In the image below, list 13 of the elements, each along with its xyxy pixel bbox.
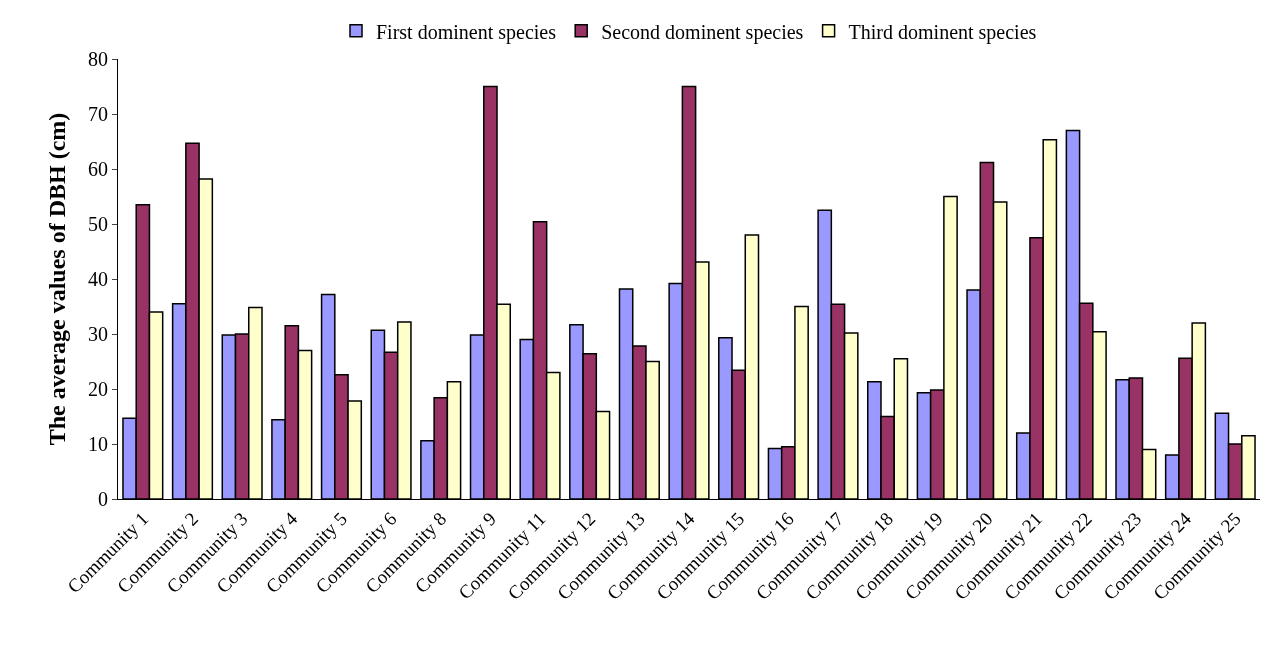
y-tick-label: 40 xyxy=(88,268,108,290)
y-axis-title: The average values of DBH (cm) xyxy=(44,112,71,446)
y-tick-label: 10 xyxy=(88,433,108,455)
y-tick-label: 70 xyxy=(88,103,108,125)
legend-label: Third dominent species xyxy=(848,20,1037,44)
y-tick-label: 50 xyxy=(88,213,108,235)
y-tick-label: 80 xyxy=(88,48,108,70)
y-tick-label: 20 xyxy=(88,378,108,400)
y-tick-label: 30 xyxy=(88,323,108,345)
legend-label: First dominent species xyxy=(376,20,557,44)
legend-label: Second dominent species xyxy=(601,20,804,44)
y-tick-label: 60 xyxy=(88,158,108,180)
y-tick-label: 0 xyxy=(98,488,108,510)
